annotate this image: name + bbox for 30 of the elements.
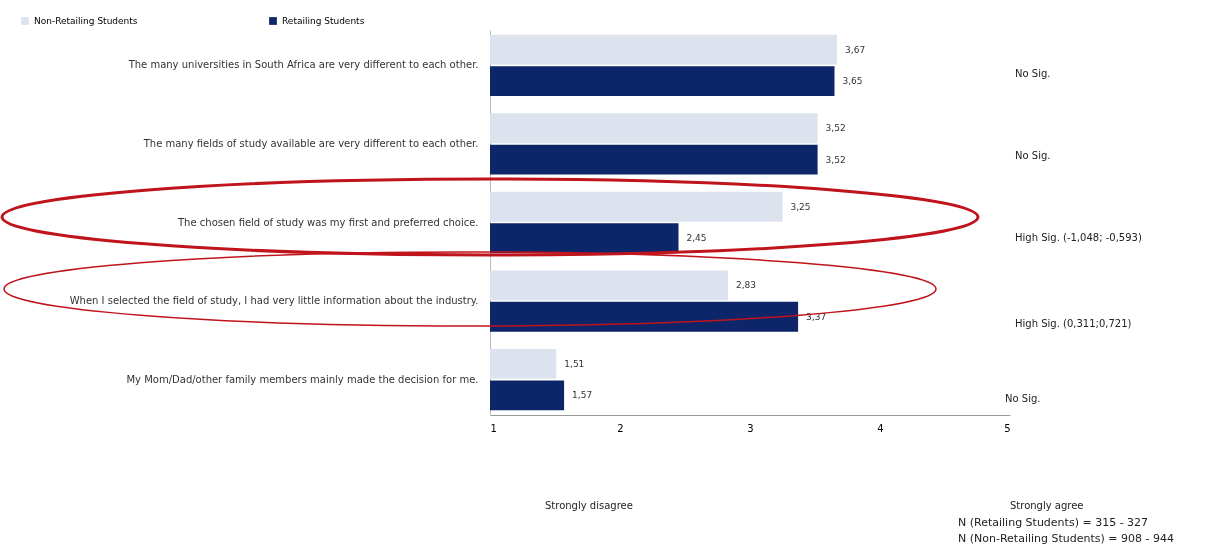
text: No Sig. — [1015, 68, 1051, 79]
x-tick-label: 4 — [877, 422, 884, 434]
x-tick-label: 3 — [747, 422, 754, 434]
data-label: 3,52 — [825, 154, 846, 165]
text: N (Non-Retailing Students) = 908 - 944 — [958, 532, 1174, 545]
y-tick-label: The chosen field of study was my first and preferred choice. — [177, 216, 479, 228]
x-tick-label: 1 — [490, 422, 497, 434]
text: High Sig. (-1,048; -0,593) — [1015, 232, 1142, 243]
legend-label: Non-Retailing Students — [34, 16, 138, 26]
y-tick-label: When I selected the field of study, I had very little information about the industry. — [69, 295, 479, 307]
data-label: 1,51 — [564, 358, 585, 369]
legend-label: Retailing Students — [282, 16, 365, 26]
y-tick-label: My Mom/Dad/other family members mainly made the decision for me. — [126, 373, 479, 385]
y-tick-label: The many fields of study available are very different to each other. — [142, 137, 479, 149]
x-tick-label: 2 — [617, 422, 624, 434]
data-label: 3,65 — [842, 76, 863, 87]
data-label: 3,52 — [825, 123, 846, 134]
data-label: 3,25 — [790, 201, 811, 212]
text: Strongly agree — [1010, 500, 1084, 511]
text: No Sig. — [1015, 150, 1051, 161]
annotation: No Sig. — [1005, 393, 1041, 404]
data-label: 2,83 — [735, 280, 756, 291]
text: Strongly disagree — [545, 500, 633, 511]
y-tick-label: The many universities in South Africa are very different to each other. — [127, 59, 479, 71]
x-tick-label: 5 — [1004, 422, 1011, 434]
data-label: 1,57 — [572, 390, 593, 401]
text: High Sig. (0,311;0,721) — [1015, 318, 1132, 329]
text: N (Retailing Students) = 315 - 327 — [958, 516, 1149, 529]
data-label: 3,67 — [845, 44, 866, 55]
data-label: 2,45 — [686, 233, 707, 244]
